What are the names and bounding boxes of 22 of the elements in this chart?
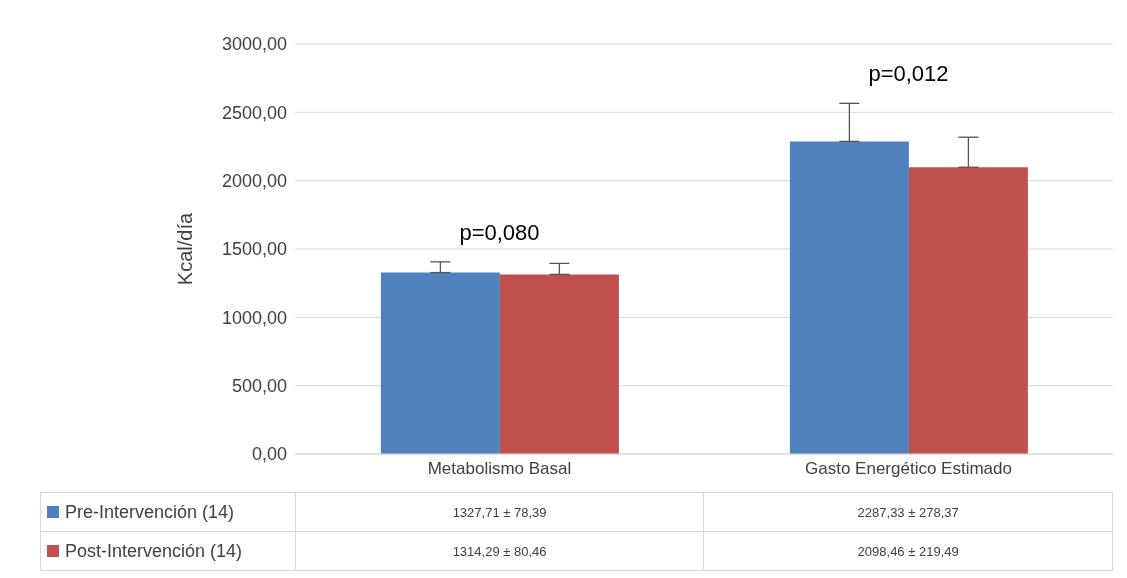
y-tick-label: 3000,00 [221, 34, 287, 55]
bar [789, 141, 909, 454]
annotation: p=0,012 [868, 61, 949, 87]
y-tick-label: 500,00 [231, 376, 287, 397]
data-label: 2098,46 ± 219,49 [704, 532, 1113, 570]
bar [380, 272, 500, 454]
y-tick-label: 2000,00 [221, 171, 287, 192]
x-tick-label: Metabolismo Basal [427, 459, 572, 479]
y-tick-label: 1500,00 [221, 239, 287, 260]
bar [499, 274, 619, 454]
y-tick-label: 2500,00 [221, 102, 287, 123]
x-tick-label: Gasto Energético Estimado [805, 459, 1012, 479]
bar [908, 167, 1028, 454]
y-tick-label: 0,00 [251, 444, 287, 465]
legend-label: Post-Intervención (14) [65, 540, 243, 562]
data-label: 1327,71 ± 78,39 [295, 493, 705, 531]
data-label: 2287,33 ± 278,37 [704, 493, 1113, 531]
y-tick-label: 1000,00 [221, 307, 287, 328]
legend-label: Pre-Intervención (14) [65, 501, 235, 523]
data-label: 1314,29 ± 80,46 [295, 532, 705, 570]
y-axis-title: Kcal/día [174, 211, 197, 286]
annotation: p=0,080 [459, 219, 540, 245]
